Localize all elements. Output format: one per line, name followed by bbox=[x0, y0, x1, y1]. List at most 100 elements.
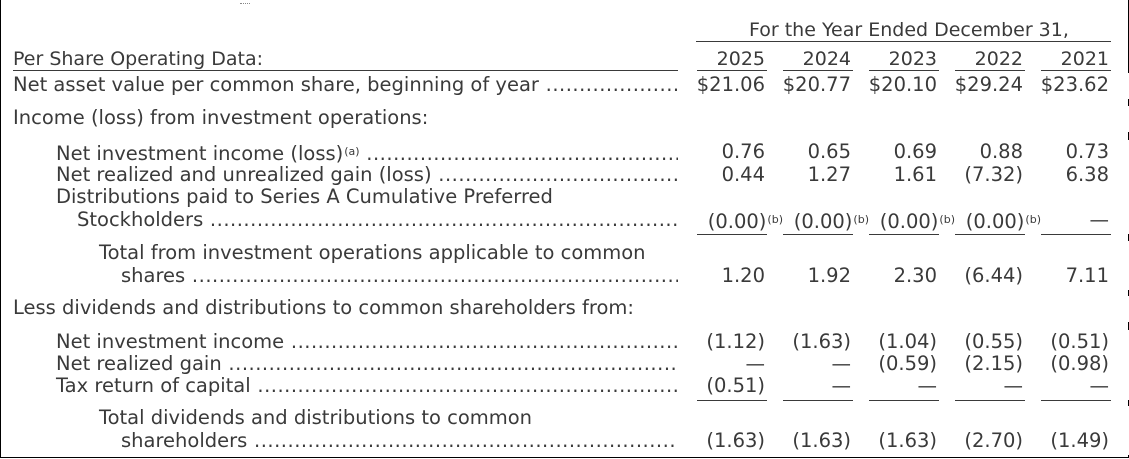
value-cell: — bbox=[1090, 374, 1110, 398]
subtotal-underline bbox=[697, 400, 767, 401]
year-header-underline bbox=[955, 70, 1025, 71]
value-text: (2.70) bbox=[964, 429, 1023, 452]
value-text: — bbox=[831, 374, 852, 397]
value-cell: 1.92 bbox=[808, 264, 851, 288]
label-footnote: (a) bbox=[344, 145, 360, 158]
row-label: shareholders bbox=[121, 429, 1065, 453]
dot-leader-mask bbox=[678, 106, 1129, 132]
subtotal-underline bbox=[1041, 400, 1111, 401]
value-cell: — bbox=[832, 352, 852, 376]
value-footnote: (b) bbox=[1025, 213, 1041, 226]
top-fragment bbox=[240, 0, 250, 4]
row-label: Income (loss) from investment operations… bbox=[13, 106, 428, 130]
value-text: (1.12) bbox=[706, 330, 765, 353]
row-label-text: Net realized gain bbox=[56, 352, 222, 375]
value-text: — bbox=[1089, 374, 1110, 397]
value-cell: — bbox=[1090, 208, 1110, 232]
value-text: (0.00) bbox=[793, 210, 853, 233]
value-cell: (1.63) bbox=[792, 429, 851, 453]
value-cell: — bbox=[1004, 374, 1024, 398]
value-text: (0.51) bbox=[1050, 330, 1109, 353]
value-cell: (0.00)(b) bbox=[880, 208, 955, 234]
year-header-4: 2021 bbox=[1060, 48, 1109, 70]
period-header-underline bbox=[696, 41, 1111, 42]
year-header-underline bbox=[1041, 70, 1111, 71]
value-text: (1.49) bbox=[1050, 429, 1109, 452]
table-row: shareholders (1.63) (1.63) (1.63) (2.70) (1.4… bbox=[0, 429, 1129, 455]
row-label-text: Distributions paid to Series A Cumulativ… bbox=[56, 185, 553, 208]
value-text: (1.04) bbox=[878, 330, 937, 353]
value-text: (1.63) bbox=[792, 429, 851, 452]
value-cell: (2.70) bbox=[964, 429, 1023, 453]
subtotal-underline bbox=[955, 234, 1025, 235]
dot-leader-mask bbox=[678, 406, 1129, 432]
value-text: — bbox=[1089, 208, 1110, 231]
value-text: (0.55) bbox=[964, 330, 1023, 353]
value-text: (0.00) bbox=[707, 210, 767, 233]
value-cell: (1.12) bbox=[706, 330, 765, 354]
table-row: Net investment income (1.12) (1.63) (1.04) (… bbox=[0, 330, 1129, 356]
dot-leader-mask bbox=[678, 296, 1129, 322]
subtotal-underline bbox=[869, 234, 939, 235]
value-text: 0.44 bbox=[721, 163, 765, 186]
row-label: Net asset value per common share, beginn… bbox=[13, 73, 1129, 97]
value-cell: $20.77 bbox=[783, 73, 851, 97]
value-text: — bbox=[1003, 374, 1024, 397]
table-row: shares 1.20 1.92 2.30 (6.44) 7.11 bbox=[0, 264, 1129, 290]
table-row: Total from investment operations applica… bbox=[0, 241, 1129, 267]
value-text: — bbox=[917, 374, 938, 397]
dot-leader-mask bbox=[678, 429, 1129, 455]
dot-leader-mask bbox=[678, 163, 1129, 189]
value-footnote: (b) bbox=[767, 213, 783, 226]
value-cell: (0.00)(b) bbox=[966, 208, 1041, 234]
section-label: Per Share Operating Data: bbox=[13, 48, 263, 70]
dot-leader-mask bbox=[678, 264, 1129, 290]
period-header: For the Year Ended December 31, bbox=[749, 19, 1069, 41]
value-text: (0.00) bbox=[879, 210, 939, 233]
row-label-text: Net investment income bbox=[56, 330, 285, 353]
value-text: 0.69 bbox=[893, 140, 937, 163]
row-label-text: Stockholders bbox=[77, 208, 204, 231]
section-label-underline bbox=[13, 70, 678, 71]
row-label-text: Total from investment operations applica… bbox=[99, 241, 646, 264]
value-cell: 0.73 bbox=[1066, 140, 1109, 164]
dot-leader-mask bbox=[678, 185, 1129, 211]
subtotal-underline bbox=[783, 234, 853, 235]
subtotal-underline bbox=[955, 400, 1025, 401]
year-header-0: 2025 bbox=[716, 48, 765, 70]
value-cell: (0.55) bbox=[964, 330, 1023, 354]
value-text: (2.15) bbox=[964, 352, 1023, 375]
value-text: (1.63) bbox=[706, 429, 765, 452]
table-row: Tax return of capital (0.51) — — — — bbox=[0, 374, 1129, 401]
row-label: Less dividends and distributions to comm… bbox=[13, 296, 634, 320]
value-cell: 6.38 bbox=[1066, 163, 1109, 187]
value-cell: (1.04) bbox=[878, 330, 937, 354]
row-label: Total dividends and distributions to com… bbox=[99, 406, 532, 430]
year-header-1: 2024 bbox=[802, 48, 851, 70]
table-row: Net realized gain — — (0.59) (2.15) (0.98) bbox=[0, 352, 1129, 378]
row-label-text: Income (loss) from investment operations… bbox=[13, 106, 429, 129]
subtotal-underline bbox=[1041, 234, 1111, 235]
value-text: (0.00) bbox=[965, 210, 1025, 233]
value-text: (0.98) bbox=[1050, 352, 1109, 375]
dot-leader-mask bbox=[678, 140, 1129, 166]
row-label: Tax return of capital bbox=[56, 374, 1068, 398]
value-cell: 2.30 bbox=[894, 264, 937, 288]
dot-leader-mask bbox=[678, 208, 1129, 234]
year-header-3: 2022 bbox=[974, 48, 1023, 70]
table-row: Distributions paid to Series A Cumulativ… bbox=[0, 185, 1129, 211]
value-cell: (6.44) bbox=[964, 264, 1023, 288]
year-header-2: 2023 bbox=[888, 48, 937, 70]
row-label: Stockholders bbox=[77, 208, 1020, 232]
value-text: — bbox=[831, 352, 852, 375]
value-text: $20.10 bbox=[868, 73, 937, 96]
subtotal-underline bbox=[869, 400, 939, 401]
value-cell: (0.00)(b) bbox=[794, 208, 869, 234]
row-label-text: Total dividends and distributions to com… bbox=[99, 406, 533, 429]
value-cell: 1.27 bbox=[808, 163, 851, 187]
value-text: 2.30 bbox=[893, 264, 937, 287]
value-text: 0.65 bbox=[807, 140, 851, 163]
table-row: Net realized and unrealized gain (loss) 0… bbox=[0, 163, 1129, 189]
value-cell: 0.44 bbox=[722, 163, 765, 187]
table-row: Income (loss) from investment operations… bbox=[0, 106, 1129, 132]
